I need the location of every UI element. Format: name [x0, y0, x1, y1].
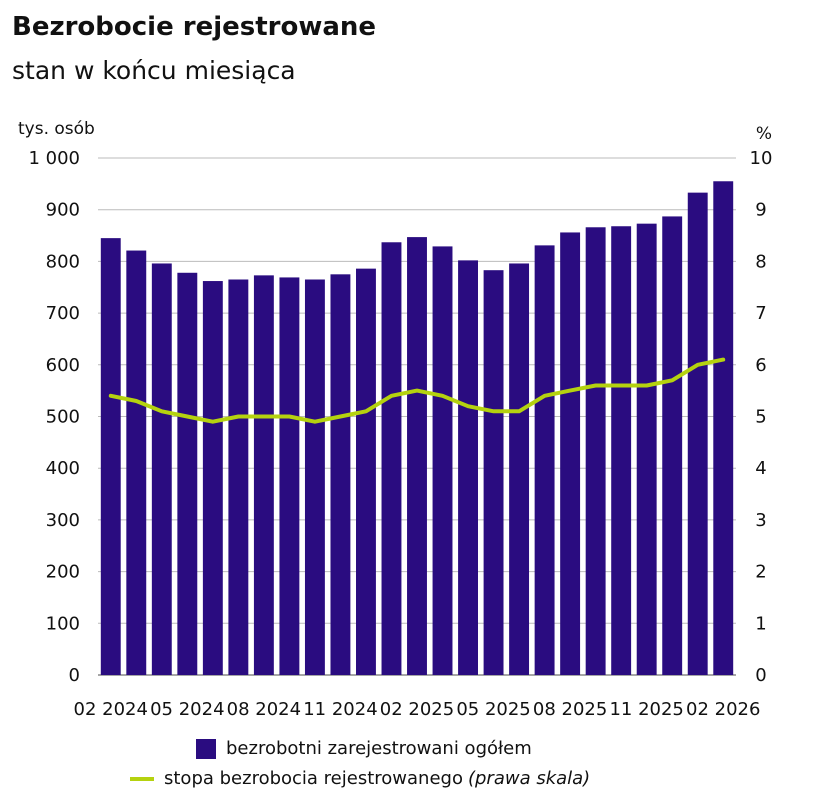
bar	[253, 275, 274, 675]
bar	[126, 250, 147, 675]
line-series	[108, 357, 726, 424]
right-tick-label: 10	[750, 148, 773, 169]
bar	[304, 279, 325, 675]
left-tick-label: 800	[46, 251, 80, 272]
bar	[330, 274, 351, 675]
bar	[560, 232, 581, 675]
legend-bar-swatch	[196, 738, 216, 759]
bar	[228, 279, 249, 675]
legend-line-label: stopa bezrobocia rejestrowanego	[164, 768, 463, 789]
x-tick-label: 11 2024	[303, 699, 377, 720]
left-tick-label: 300	[46, 510, 80, 531]
x-tick-label: 11 2025	[609, 699, 683, 720]
x-tick-label: 05 2025	[456, 699, 530, 720]
bar	[432, 246, 453, 676]
bar	[662, 216, 683, 675]
bar	[356, 268, 376, 675]
left-tick-label: 100	[46, 613, 80, 634]
bar	[483, 270, 504, 675]
bar	[687, 192, 708, 676]
bar	[458, 260, 478, 675]
left-axis-label: tys. osób	[18, 119, 95, 139]
tick-labels: 0 100 200 300 400 500 600 700 800 900 1 000 0 1 2 3 4 5 6…	[28, 148, 772, 720]
right-tick-label: 3	[755, 510, 766, 531]
bar	[509, 263, 530, 675]
x-tick-label: 08 2025	[533, 699, 607, 720]
bar	[151, 263, 172, 675]
bar	[611, 226, 632, 675]
left-tick-label: 500	[46, 407, 80, 428]
left-tick-label: 400	[46, 458, 80, 479]
right-tick-label: 7	[755, 303, 766, 324]
x-tick-label: 02 2024	[74, 699, 148, 720]
unemployment-rate-line	[108, 357, 726, 424]
right-tick-label: 0	[755, 665, 766, 686]
right-tick-label: 2	[755, 562, 766, 583]
legend-line-note: (prawa skala)	[467, 768, 591, 789]
chart-title: Bezrobocie rejestrowane	[12, 12, 377, 42]
bar-series	[100, 181, 734, 676]
bar	[713, 181, 734, 675]
left-tick-label: 700	[46, 303, 80, 324]
legend-item-bars: bezrobotni zarejestrowani ogółem	[196, 738, 532, 759]
legend-line-swatch	[130, 776, 154, 781]
bar	[177, 272, 198, 675]
right-tick-label: 9	[755, 200, 766, 221]
left-tick-label: 0	[69, 665, 80, 686]
bar	[407, 237, 427, 675]
right-tick-label: 1	[755, 613, 766, 634]
x-tick-label: 02 2025	[380, 699, 454, 720]
right-axis-label: %	[756, 124, 772, 144]
bar	[381, 242, 402, 675]
left-tick-label: 1 000	[28, 148, 80, 169]
x-tick-label: 08 2024	[227, 699, 301, 720]
left-tick-label: 900	[46, 200, 80, 221]
left-tick-label: 200	[46, 562, 80, 583]
bar	[636, 223, 657, 675]
bar	[534, 245, 555, 676]
right-tick-label: 5	[755, 407, 766, 428]
right-tick-label: 6	[755, 355, 766, 376]
bar	[279, 277, 300, 675]
right-tick-label: 4	[755, 458, 766, 479]
bar	[202, 281, 223, 675]
left-tick-label: 600	[46, 355, 80, 376]
legend-bar-label: bezrobotni zarejestrowani ogółem	[226, 738, 532, 759]
x-tick-label: 05 2024	[150, 699, 224, 720]
legend-item-line: stopa bezrobocia rejestrowanego (prawa s…	[130, 768, 590, 789]
chart-subtitle: stan w końcu miesiąca	[12, 56, 296, 85]
right-tick-label: 8	[755, 251, 766, 272]
bar	[585, 227, 606, 675]
x-tick-label: 02 2026	[686, 699, 760, 720]
bar	[100, 238, 121, 675]
chart-canvas: 0 100 200 300 400 500 600 700 800 900 1 000 0 1 2 3 4 5 6…	[18, 119, 772, 720]
